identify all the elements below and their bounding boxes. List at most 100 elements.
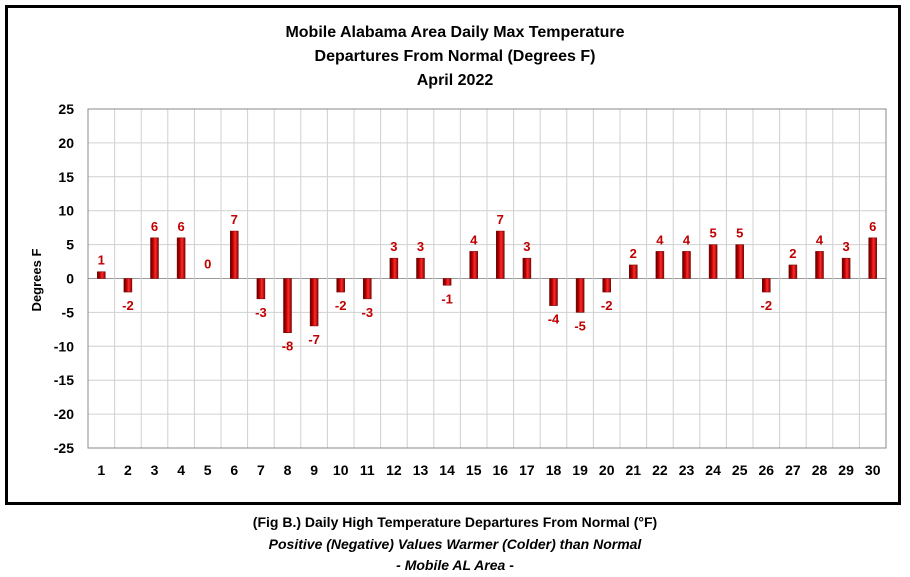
x-tick-label: 19 bbox=[572, 462, 588, 478]
data-label-day-29: 3 bbox=[842, 239, 849, 254]
bar-day-30 bbox=[868, 237, 877, 279]
data-label-day-21: 2 bbox=[630, 246, 637, 261]
data-labels: 1 -2 6 6 0 7 -3 -8 -7 -2 -3 3 3 -1 4 7 3 -4 -5 -2 2 4 4 5 5 -2 2 4 3… bbox=[98, 212, 877, 354]
bar-day-18 bbox=[549, 278, 558, 306]
x-tick-label: 21 bbox=[626, 462, 642, 478]
bar-day-25 bbox=[735, 244, 744, 279]
data-label-day-26: -2 bbox=[761, 298, 773, 313]
x-tick-label: 10 bbox=[333, 462, 349, 478]
data-label-day-28: 4 bbox=[816, 232, 824, 247]
bar-day-17 bbox=[522, 257, 532, 279]
bar-day-29 bbox=[841, 257, 851, 279]
y-tick-label: -20 bbox=[54, 406, 74, 422]
x-tick-label: 29 bbox=[838, 462, 854, 478]
bar-day-16 bbox=[496, 230, 505, 279]
x-tick-label: 18 bbox=[546, 462, 562, 478]
data-label-day-15: 4 bbox=[470, 232, 478, 247]
x-tick-label: 3 bbox=[151, 462, 159, 478]
x-tick-label: 2 bbox=[124, 462, 132, 478]
bar-day-19 bbox=[575, 278, 585, 313]
bar-day-13 bbox=[416, 257, 425, 279]
x-tick-label: 17 bbox=[519, 462, 535, 478]
data-label-day-4: 6 bbox=[177, 219, 184, 234]
bar-day-27 bbox=[788, 264, 798, 279]
caption-line-1: (Fig B.) Daily High Temperature Departur… bbox=[252, 514, 658, 530]
data-label-day-16: 7 bbox=[497, 212, 504, 227]
data-label-day-14: -1 bbox=[441, 291, 453, 306]
x-tick-label: 16 bbox=[493, 462, 509, 478]
data-label-day-17: 3 bbox=[523, 239, 530, 254]
x-tick-label: 15 bbox=[466, 462, 482, 478]
caption-line-2: Positive (Negative) Values Warmer (Colde… bbox=[268, 536, 642, 552]
x-tick-label: 24 bbox=[705, 462, 721, 478]
data-label-day-27: 2 bbox=[789, 246, 796, 261]
data-label-day-9: -7 bbox=[308, 332, 320, 347]
bar-day-4 bbox=[176, 237, 186, 279]
data-label-day-5: 0 bbox=[204, 257, 211, 272]
y-tick-label: 25 bbox=[58, 101, 74, 117]
bar-day-24 bbox=[708, 244, 718, 279]
x-tick-label: 25 bbox=[732, 462, 748, 478]
data-label-day-19: -5 bbox=[574, 318, 586, 333]
y-tick-label: -5 bbox=[62, 304, 75, 320]
data-label-day-22: 4 bbox=[656, 232, 664, 247]
x-tick-label: 20 bbox=[599, 462, 615, 478]
bar-day-26 bbox=[762, 278, 771, 293]
x-tick-label: 26 bbox=[759, 462, 775, 478]
x-tick-label: 12 bbox=[386, 462, 402, 478]
data-label-day-23: 4 bbox=[683, 232, 691, 247]
bar-day-9 bbox=[309, 278, 319, 327]
data-label-day-2: -2 bbox=[122, 298, 134, 313]
x-tick-label: 8 bbox=[284, 462, 292, 478]
x-tick-label: 30 bbox=[865, 462, 881, 478]
bar-day-22 bbox=[655, 251, 665, 279]
data-label-day-1: 1 bbox=[98, 253, 105, 268]
x-tick-label: 9 bbox=[310, 462, 318, 478]
bar-day-6 bbox=[230, 230, 239, 279]
x-tick-label: 23 bbox=[679, 462, 695, 478]
data-label-day-6: 7 bbox=[231, 212, 238, 227]
data-label-day-12: 3 bbox=[390, 239, 397, 254]
x-tick-label: 7 bbox=[257, 462, 265, 478]
y-tick-label: 15 bbox=[58, 169, 74, 185]
x-tick-label: 13 bbox=[413, 462, 429, 478]
bar-day-10 bbox=[336, 278, 345, 293]
y-axis-label: Degrees F bbox=[29, 249, 44, 312]
bar-day-2 bbox=[123, 278, 133, 293]
x-tick-label: 11 bbox=[360, 462, 375, 478]
x-tick-label: 14 bbox=[439, 462, 455, 478]
bar-day-15 bbox=[469, 251, 478, 279]
chart-title-line-2: Departures From Normal (Degrees F) bbox=[315, 48, 596, 65]
data-label-day-20: -2 bbox=[601, 298, 613, 313]
x-tick-label: 28 bbox=[812, 462, 828, 478]
bar-day-21 bbox=[629, 264, 638, 279]
y-tick-label: -10 bbox=[54, 338, 74, 354]
y-tick-label: 10 bbox=[58, 203, 74, 219]
x-tick-label: 1 bbox=[97, 462, 105, 478]
y-tick-label: 5 bbox=[66, 237, 74, 253]
bar-day-20 bbox=[602, 278, 611, 293]
bar-day-3 bbox=[150, 237, 159, 279]
data-label-day-7: -3 bbox=[255, 305, 267, 320]
x-tick-label: 22 bbox=[652, 462, 668, 478]
bar-day-12 bbox=[389, 257, 399, 279]
x-axis-ticks: 1 2 3 4 5 6 7 8 9 10 11 12 13 14 15 16 17 18 19 20 21 22 23 24 2… bbox=[97, 462, 880, 478]
data-label-day-13: 3 bbox=[417, 239, 424, 254]
data-label-day-25: 5 bbox=[736, 226, 743, 241]
data-label-day-11: -3 bbox=[362, 305, 374, 320]
caption-line-3: - Mobile AL Area - bbox=[396, 557, 514, 573]
y-tick-label: -15 bbox=[54, 372, 74, 388]
bar-day-14 bbox=[442, 278, 452, 286]
bar-day-7 bbox=[256, 278, 266, 300]
bar-day-23 bbox=[682, 251, 691, 279]
data-label-day-18: -4 bbox=[548, 312, 560, 327]
bar-day-8 bbox=[283, 278, 292, 333]
chart-title-line-1: Mobile Alabama Area Daily Max Temperatur… bbox=[285, 24, 624, 41]
x-tick-label: 4 bbox=[177, 462, 185, 478]
bar-day-28 bbox=[815, 251, 824, 279]
data-label-day-10: -2 bbox=[335, 298, 347, 313]
data-label-day-30: 6 bbox=[869, 219, 876, 234]
data-label-day-8: -8 bbox=[282, 339, 294, 354]
x-tick-label: 27 bbox=[785, 462, 801, 478]
bar-day-1 bbox=[97, 271, 106, 279]
